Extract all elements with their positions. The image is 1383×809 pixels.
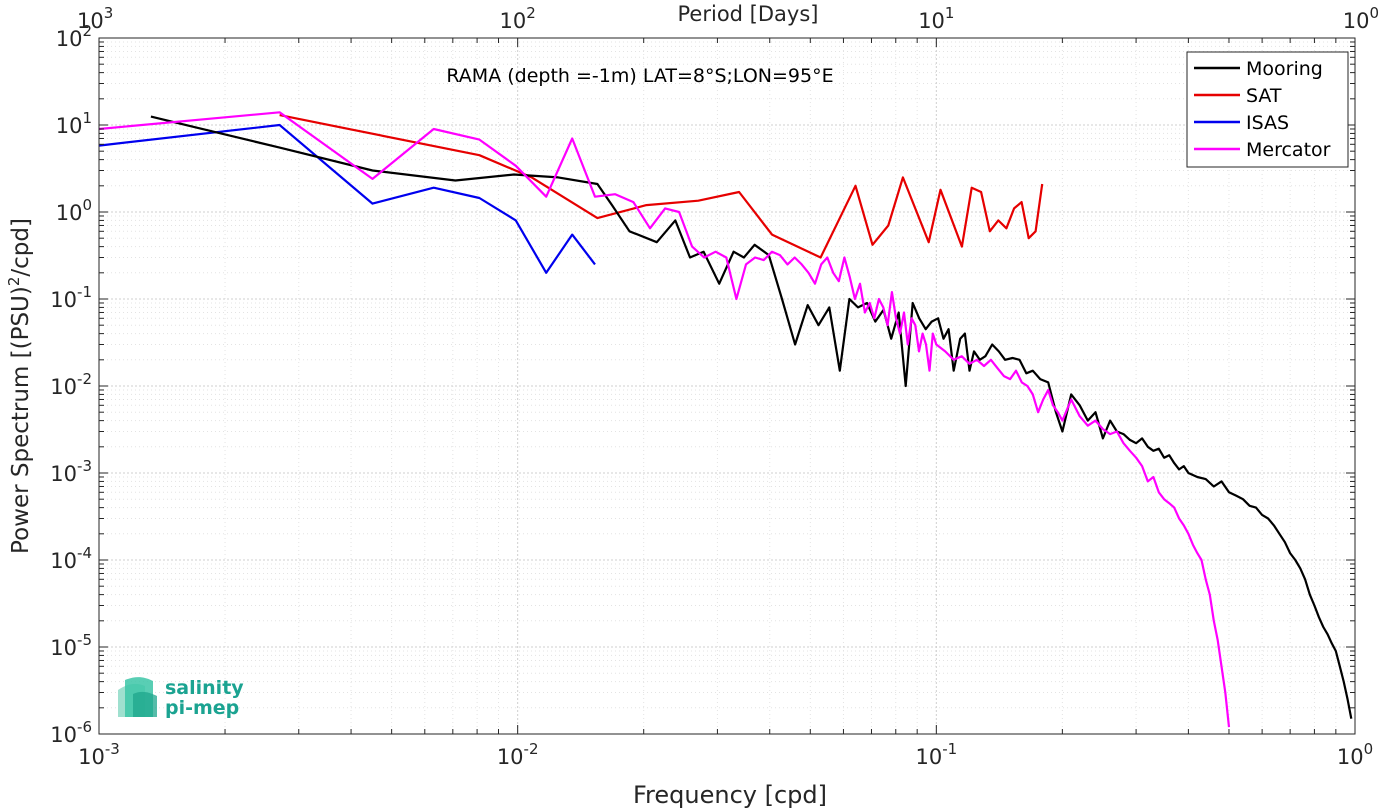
major-grid	[98, 37, 1356, 735]
x-tick-label: 100	[1337, 740, 1373, 769]
series-line-sat	[279, 114, 1044, 259]
x-axis-label: Frequency [cpd]	[633, 781, 827, 809]
x-tick-label: 10-2	[497, 740, 539, 769]
logo-wave-icon-3	[133, 691, 157, 717]
legend-label-isas: ISAS	[1246, 112, 1289, 134]
legend-label-mercator: Mercator	[1246, 139, 1331, 161]
y-axis-label-sup: 2	[5, 277, 23, 287]
y-tick-label: 101	[56, 109, 92, 138]
logo-line1: salinity	[165, 677, 244, 699]
top-axis-label: Period [Days]	[678, 2, 819, 26]
x-tick-label: 10-1	[915, 740, 957, 769]
axis-ticks: 10-3 10-2 10-1 100 102 101 100 10-1 10-2 10-3 10-4…	[50, 4, 1379, 769]
chart-title: RAMA (depth =-1m) LAT=8°S;LON=95°E	[446, 65, 833, 87]
salinity-pi-mep-logo: salinity pi-mep	[118, 677, 244, 719]
y-tick-label: 102	[56, 22, 92, 51]
x-tick-label: 10-3	[78, 740, 120, 769]
y-axis-label: Power Spectrum [(PSU)2/cpd]	[5, 218, 34, 554]
top-tick-label: 102	[500, 4, 536, 33]
y-tick-label: 10-2	[50, 370, 92, 399]
y-tick-label: 10-3	[50, 457, 92, 486]
series-lines	[98, 111, 1353, 728]
top-tick-label: 100	[1343, 4, 1379, 33]
series-line-isas	[98, 123, 596, 274]
top-tick-label: 101	[918, 4, 954, 33]
legend-label-mooring: Mooring	[1246, 58, 1323, 80]
legend: Mooring SAT ISAS Mercator	[1186, 51, 1349, 168]
y-axis-label-main: Power Spectrum [(PSU)	[8, 286, 34, 554]
y-axis-label-tail: /cpd]	[8, 218, 34, 277]
y-tick-label: 10-5	[50, 631, 92, 660]
y-tick-label: 10-6	[50, 718, 92, 747]
top-tick-label: 103	[77, 4, 113, 33]
y-tick-label: 10-4	[50, 544, 92, 573]
y-tick-label: 10-1	[50, 283, 92, 312]
series-line-mercator	[98, 111, 1231, 728]
series-line-mooring	[150, 115, 1353, 719]
y-tick-label: 100	[56, 196, 92, 225]
legend-label-sat: SAT	[1246, 85, 1282, 107]
logo-line2: pi-mep	[165, 697, 239, 719]
